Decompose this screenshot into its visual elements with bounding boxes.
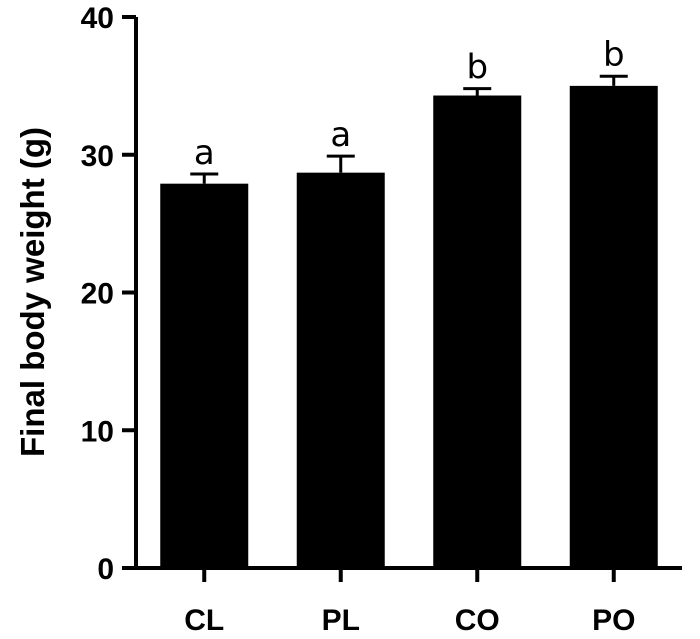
y-tick-label: 0 <box>97 553 114 586</box>
x-tick-label: PO <box>592 604 635 637</box>
x-tick-label: CO <box>455 604 500 637</box>
y-axis-title: Final body weight (g) <box>14 127 51 457</box>
significance-label: a <box>194 133 215 173</box>
bar <box>569 85 658 568</box>
x-tick-label: CL <box>184 604 224 637</box>
bars: a a b b <box>160 35 658 569</box>
bar <box>433 95 522 568</box>
x-ticks: CL PL CO PO <box>184 568 635 637</box>
x-tick-label: PL <box>322 604 360 637</box>
y-tick-label: 40 <box>81 2 114 35</box>
y-ticks: 0 10 20 30 40 <box>81 2 136 586</box>
significance-label: a <box>330 115 351 155</box>
bar <box>160 183 249 569</box>
y-tick-label: 10 <box>81 415 114 448</box>
y-tick-label: 20 <box>81 278 114 311</box>
significance-label: b <box>466 48 488 88</box>
y-tick-label: 30 <box>81 140 114 173</box>
significance-label: b <box>603 35 625 75</box>
bar <box>296 172 385 568</box>
